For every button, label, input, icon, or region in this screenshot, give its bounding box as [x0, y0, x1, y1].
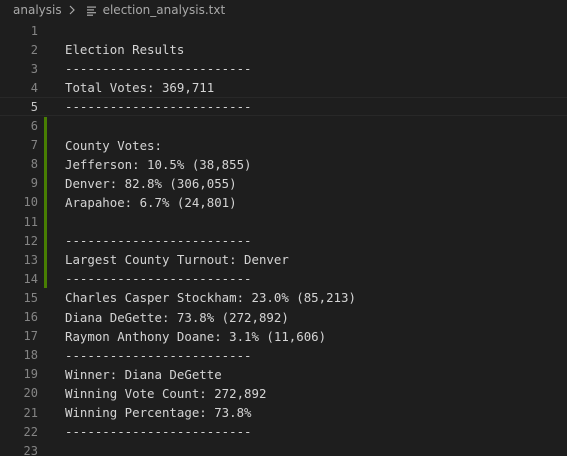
editor-line[interactable]: 20 Winning Vote Count: 272,892 — [0, 384, 567, 403]
modified-line-gutter-marker[interactable] — [44, 116, 47, 136]
line-text: Denver: 82.8% (306,055) — [65, 175, 237, 191]
line-number: 5 — [30, 99, 38, 114]
line-number: 8 — [30, 157, 38, 172]
line-text: Charles Casper Stockham: 23.0% (85,213) — [65, 290, 356, 306]
editor-line[interactable]: 2 Election Results — [0, 40, 567, 59]
line-number: 10 — [23, 195, 38, 210]
modified-line-gutter-marker[interactable] — [44, 269, 47, 289]
editor-line[interactable]: 23 — [0, 441, 567, 456]
editor-line[interactable]: 7 County Votes: — [0, 135, 567, 155]
line-text: ------------------------- — [65, 99, 252, 115]
line-text: Largest County Turnout: Denver — [65, 252, 289, 268]
chevron-right-icon — [68, 5, 76, 15]
editor-line[interactable]: 14 ------------------------- — [0, 269, 567, 289]
line-number: 13 — [23, 252, 38, 267]
line-number: 12 — [23, 233, 38, 248]
editor-line[interactable]: 18 ------------------------- — [0, 346, 567, 365]
editor-line[interactable]: 11 — [0, 212, 567, 231]
editor-line[interactable]: 13 Largest County Turnout: Denver — [0, 250, 567, 270]
line-number: 11 — [23, 214, 38, 229]
editor-line[interactable]: 22 ------------------------- — [0, 422, 567, 441]
editor-line[interactable]: 17 Raymon Anthony Doane: 3.1% (11,606) — [0, 327, 567, 346]
modified-line-gutter-marker[interactable] — [44, 231, 47, 251]
line-number: 16 — [23, 310, 38, 324]
line-text: ------------------------- — [65, 347, 252, 363]
modified-line-gutter-marker[interactable] — [44, 135, 47, 155]
line-number: 19 — [23, 367, 38, 382]
line-number: 23 — [23, 443, 38, 456]
line-text: Winner: Diana DeGette — [65, 366, 222, 382]
modified-line-gutter-marker[interactable] — [44, 250, 47, 270]
line-number: 4 — [30, 80, 38, 95]
editor-line[interactable]: 1 — [0, 21, 567, 40]
line-number: 2 — [30, 42, 38, 57]
line-number: 3 — [30, 61, 38, 76]
line-number: 7 — [30, 138, 38, 153]
line-number: 20 — [23, 386, 38, 401]
editor-line[interactable]: 5 ------------------------- — [0, 97, 567, 117]
text-editor[interactable]: 1 2 Election Results 3 ---------------------… — [0, 21, 567, 456]
breadcrumb-file[interactable]: election_analysis.txt — [102, 3, 226, 17]
editor-line[interactable]: 15 Charles Casper Stockham: 23.0% (85,213… — [0, 288, 567, 307]
line-number: 21 — [23, 405, 38, 420]
editor-line[interactable]: 19 Winner: Diana DeGette — [0, 365, 567, 384]
line-number: 9 — [30, 176, 38, 191]
line-number: 15 — [23, 290, 38, 305]
modified-line-gutter-marker[interactable] — [44, 154, 47, 174]
line-number: 1 — [30, 23, 38, 38]
line-text: Election Results — [65, 42, 185, 58]
line-text: Arapahoe: 6.7% (24,801) — [65, 194, 237, 210]
line-text: ------------------------- — [65, 233, 252, 249]
line-text: Winning Vote Count: 272,892 — [65, 385, 267, 401]
line-text: County Votes: — [65, 137, 162, 153]
line-text: ------------------------- — [65, 271, 252, 287]
modified-line-gutter-marker[interactable] — [44, 173, 47, 193]
editor-line[interactable]: 12 ------------------------- — [0, 231, 567, 251]
line-text: Total Votes: 369,711 — [65, 80, 215, 96]
line-text: ------------------------- — [65, 61, 252, 77]
line-text: Jefferson: 10.5% (38,855) — [65, 156, 252, 172]
editor-line[interactable]: 8 Jefferson: 10.5% (38,855) — [0, 154, 567, 174]
line-number: 17 — [23, 329, 38, 344]
editor-line[interactable]: 9 Denver: 82.8% (306,055) — [0, 173, 567, 193]
line-text: Winning Percentage: 73.8% — [65, 405, 252, 420]
editor-line[interactable]: 10 Arapahoe: 6.7% (24,801) — [0, 192, 567, 212]
editor-line[interactable]: 4 Total Votes: 369,711 — [0, 78, 567, 97]
editor-line[interactable]: 3 ------------------------- — [0, 59, 567, 78]
line-text: Raymon Anthony Doane: 3.1% (11,606) — [65, 328, 327, 344]
line-text: ------------------------- — [65, 424, 252, 440]
line-number: 18 — [23, 348, 38, 363]
editor-line[interactable]: 6 — [0, 116, 567, 136]
editor-line[interactable]: 21 Winning Percentage: 73.8% — [0, 403, 567, 422]
line-number: 22 — [23, 424, 38, 439]
breadcrumb: analysis election_analysis.txt — [0, 0, 567, 20]
modified-line-gutter-marker[interactable] — [44, 212, 47, 231]
editor-line[interactable]: 16 Diana DeGette: 73.8% (272,892) — [0, 308, 567, 327]
line-text: Diana DeGette: 73.8% (272,892) — [65, 309, 289, 325]
line-number: 14 — [23, 271, 38, 286]
breadcrumb-folder[interactable]: analysis — [13, 3, 62, 17]
text-file-icon — [86, 5, 97, 16]
line-number: 6 — [30, 119, 38, 133]
modified-line-gutter-marker[interactable] — [44, 192, 47, 212]
